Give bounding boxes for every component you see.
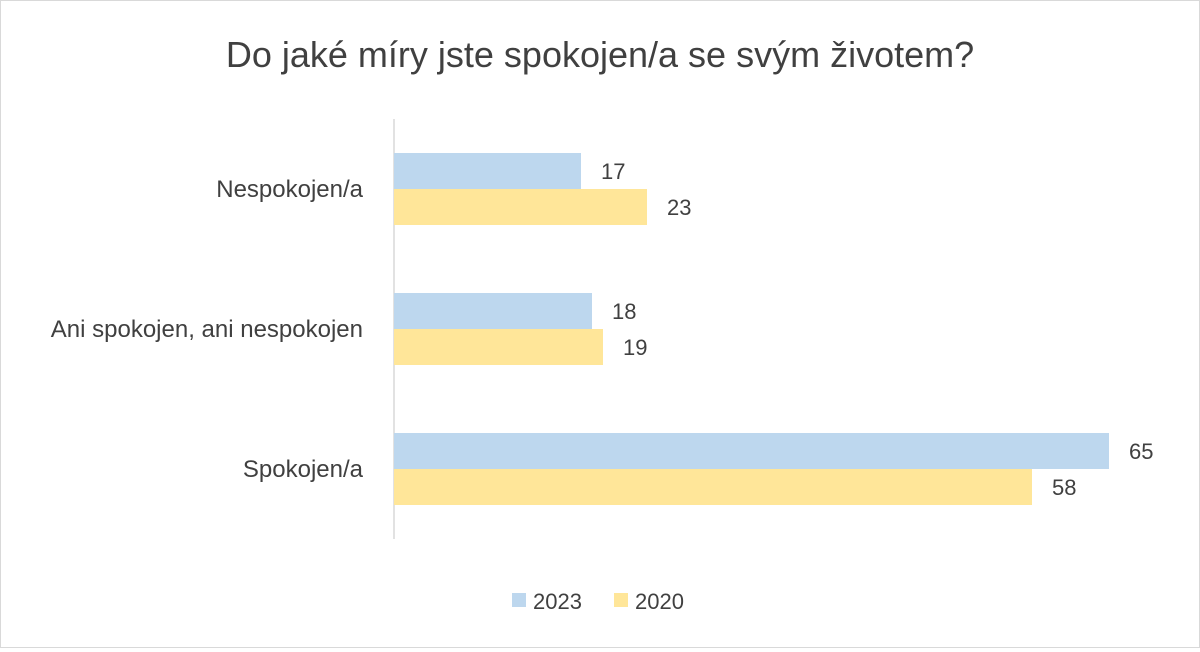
bar-2020: [394, 469, 1032, 505]
legend-swatch-2023: [512, 593, 526, 607]
bar-2023: [394, 293, 592, 329]
bar-2020: [394, 189, 647, 225]
chart-title: Do jaké míry jste spokojen/a se svým živ…: [226, 34, 974, 75]
data-label: 23: [667, 195, 691, 220]
data-label: 65: [1129, 439, 1153, 464]
data-label: 17: [601, 159, 625, 184]
category-label: Nespokojen/a: [216, 176, 363, 203]
bar-2023: [394, 433, 1109, 469]
plot-area: Nespokojen/a 17 23 Ani spokojen, ani nespok…: [51, 153, 1153, 505]
bar-2020: [394, 329, 603, 365]
category-label: Ani spokojen, ani nespokojen: [51, 316, 363, 343]
category-label: Spokojen/a: [243, 456, 364, 483]
legend: 2023 2020: [512, 589, 684, 614]
legend-swatch-2020: [614, 593, 628, 607]
legend-label: 2023: [533, 589, 582, 614]
data-label: 58: [1052, 475, 1076, 500]
data-label: 19: [623, 335, 647, 360]
bar-2023: [394, 153, 581, 189]
data-label: 18: [612, 299, 636, 324]
legend-label: 2020: [635, 589, 684, 614]
